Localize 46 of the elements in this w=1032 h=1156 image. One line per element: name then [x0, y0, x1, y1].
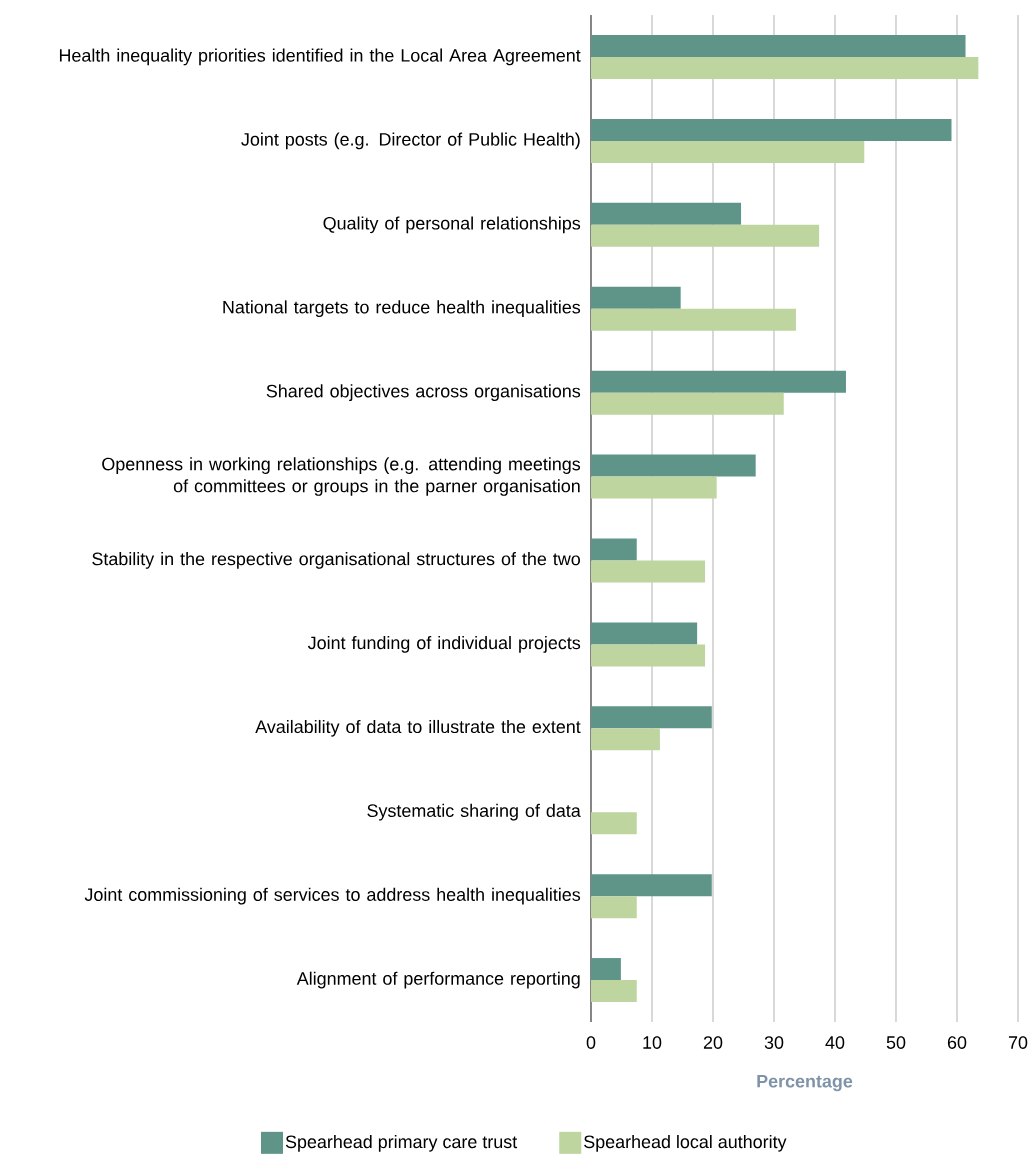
bar [591, 644, 706, 667]
bar [591, 874, 712, 897]
x-tick-label: 10 [643, 1036, 662, 1049]
bar [591, 476, 717, 499]
bar [591, 202, 742, 225]
y-tick-label: Stability in the respective organisational structures of the two [92, 552, 580, 569]
bar [591, 728, 660, 751]
bar [591, 392, 784, 415]
y-tick-label: Quality of personal relationships [323, 216, 581, 234]
bar [591, 706, 712, 729]
y-tick-label: Joint funding of individual projects [307, 636, 581, 653]
bar [591, 308, 796, 331]
bar [591, 538, 637, 561]
x-tick-label: 30 [764, 1036, 784, 1049]
bar [591, 980, 637, 1003]
bar [591, 118, 952, 141]
bar [591, 34, 966, 57]
x-axis-title: Percentage [757, 1075, 853, 1092]
bar [591, 958, 621, 981]
y-tick-label: Joint posts (e.g. Director of Public Health) [241, 132, 580, 150]
bar [591, 286, 681, 309]
bar [591, 812, 637, 835]
y-tick-label: Shared objectives across organisations [266, 384, 581, 401]
y-tick-label: Systematic sharing of data [367, 803, 581, 821]
y-tick-label: National targets to reduce health inequalities [223, 300, 581, 318]
x-tick-label: 70 [1008, 1036, 1028, 1049]
x-tick-label: 20 [703, 1036, 723, 1049]
x-tick-label: 50 [886, 1036, 906, 1049]
x-tick-label: 0 [586, 1036, 596, 1049]
legend-label: Spearhead local authority [584, 1134, 787, 1152]
bar [591, 140, 865, 163]
x-tick-label: 40 [825, 1036, 845, 1049]
y-tick-label: Joint commissioning of services to address health inequalities [84, 887, 581, 905]
bar [591, 370, 846, 393]
legend-label: Spearhead primary care trust [285, 1134, 518, 1152]
x-tick-label: 60 [947, 1036, 967, 1049]
bar [591, 224, 820, 247]
y-tick-label: Alignment of performance reporting [296, 971, 580, 989]
y-tick-label: Health inequality priorities identified in the Local Area Agreement [59, 48, 581, 66]
bar [591, 622, 698, 645]
bar [591, 560, 706, 583]
y-tick-label: Availability of data to illustrate the extent [255, 719, 581, 737]
bar [591, 454, 756, 477]
y-tick-label: Openness in working relationships (e.g. attending meetings of committees or groups in the parner organisation [102, 457, 581, 496]
bar [591, 56, 979, 79]
bar [591, 896, 637, 919]
